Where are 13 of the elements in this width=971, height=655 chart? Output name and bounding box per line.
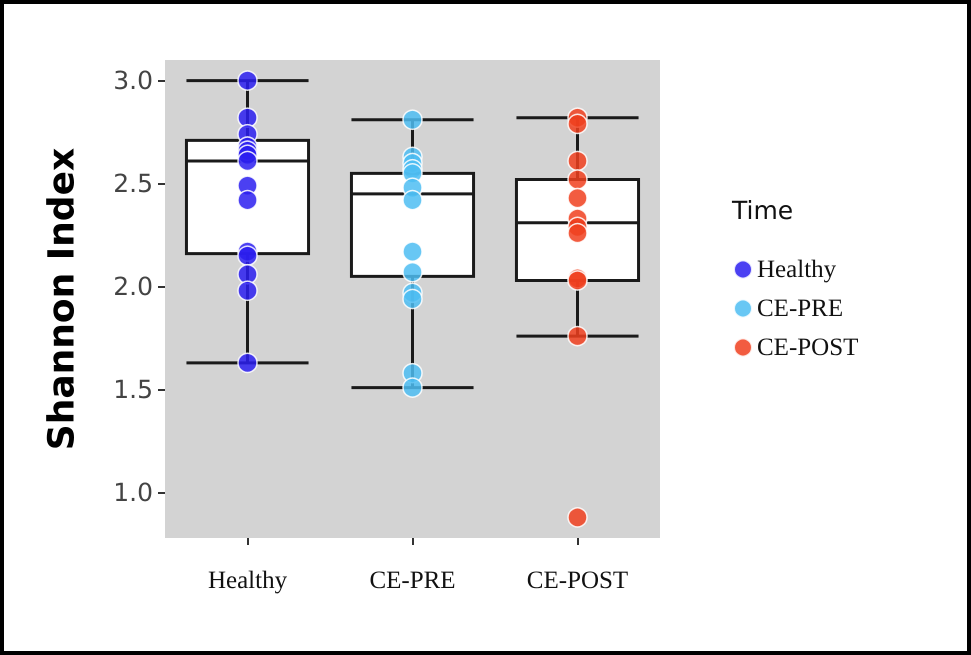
y-tick-label: 3.0 xyxy=(113,66,153,96)
legend-label: CE-PRE xyxy=(757,295,844,322)
x-tick-label: Healthy xyxy=(208,567,288,594)
legend-label: Healthy xyxy=(757,256,837,283)
y-tick-label: 2.5 xyxy=(113,169,153,198)
y-tick-label: 2.0 xyxy=(113,272,153,302)
legend-title: Time xyxy=(731,196,794,225)
x-tick-label: CE-PRE xyxy=(369,567,456,594)
y-tick-label: 1.5 xyxy=(113,375,153,404)
y-tick-label: 1.0 xyxy=(113,478,153,508)
y-axis-title: Shannon Index xyxy=(42,148,82,450)
x-tick-label: CE-POST xyxy=(526,567,628,594)
legend-label: CE-POST xyxy=(757,334,858,361)
